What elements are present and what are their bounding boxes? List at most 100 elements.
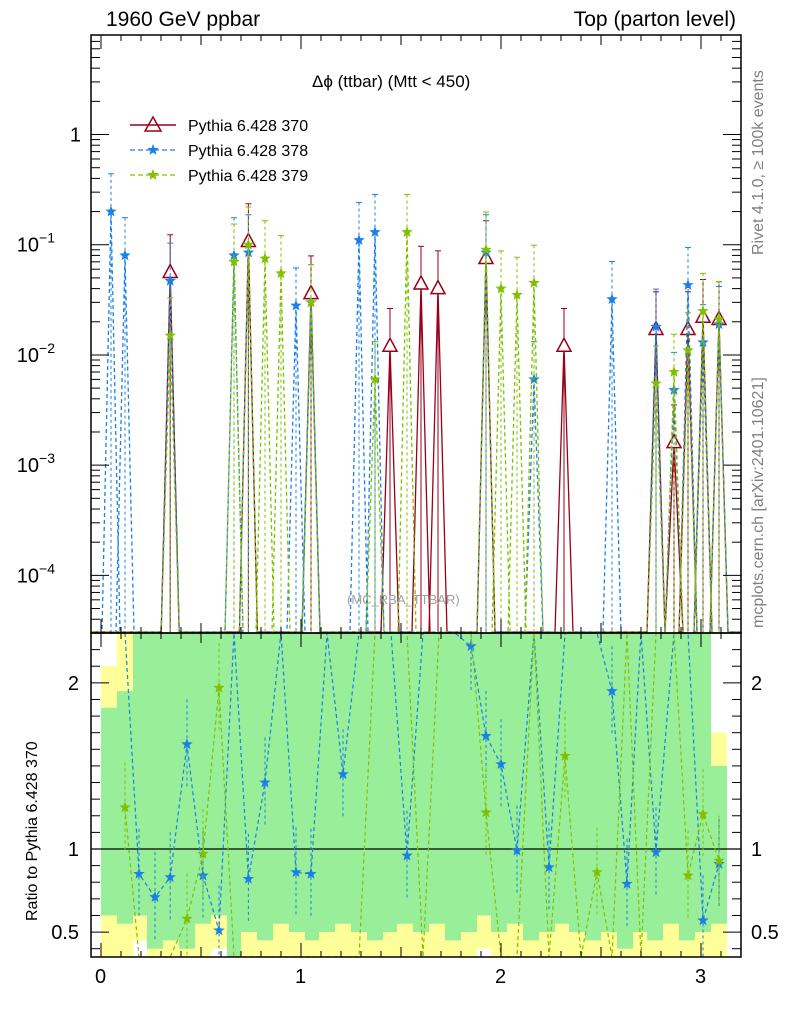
ratio-point <box>290 866 302 878</box>
data-point-1 <box>369 226 381 237</box>
ratio-band-green <box>477 633 491 916</box>
data-point-1 <box>682 279 694 290</box>
data-point-2 <box>401 226 413 237</box>
ratio-band-green <box>413 633 429 933</box>
ratio-band-green <box>633 633 647 933</box>
series-line-2 <box>91 232 741 633</box>
series-line-1 <box>91 211 741 633</box>
ratio-line-1 <box>111 632 720 931</box>
ratio-tick-label-left: 2 <box>68 673 79 695</box>
ratio-band-green <box>241 633 257 933</box>
data-point-2 <box>228 255 240 267</box>
ratio-band-green <box>351 633 367 933</box>
data-point-2 <box>164 329 176 341</box>
ratio-point <box>337 768 349 780</box>
data-point-2 <box>697 305 709 316</box>
ratio-point <box>149 891 161 902</box>
data-point-370 <box>429 279 447 295</box>
ratio-band-green <box>289 633 305 933</box>
legend-marker-370-icon <box>143 115 163 132</box>
ratio-panel <box>91 632 741 958</box>
ratio-band-green <box>569 633 585 933</box>
axes: 0 1 2 3 1 10−1 10−2 10−3 10−4 0.5 0.5 1 1 2 2 <box>17 34 779 988</box>
ratio-line-2 <box>124 632 720 958</box>
data-point-1 <box>353 234 365 245</box>
ratio-band-green <box>617 633 633 949</box>
ratio-band-green <box>227 633 241 957</box>
ratio-point <box>559 750 571 761</box>
data-point-1 <box>290 299 302 311</box>
ratio-tick-label-right: 0.5 <box>751 922 779 944</box>
ratio-point <box>713 854 725 866</box>
ratio-point <box>164 871 176 883</box>
main-panel <box>91 173 741 633</box>
ratio-point <box>697 808 709 819</box>
data-point-2 <box>259 252 271 264</box>
data-point-2 <box>242 238 255 250</box>
ratio-point <box>181 738 193 750</box>
ratio-point <box>181 912 193 924</box>
data-point-2 <box>713 313 725 325</box>
data-point-2 <box>511 289 523 300</box>
ratio-band-green <box>461 633 477 933</box>
legend-marker-379-icon <box>147 169 159 180</box>
ratio-tick-label-right: 2 <box>751 673 762 695</box>
legend-label-370: Pythia 6.428 370 <box>188 118 308 135</box>
data-point-2 <box>480 243 492 255</box>
ratio-band-green <box>585 633 601 941</box>
data-point-2 <box>495 282 507 294</box>
ratio-point <box>305 867 317 879</box>
y-tick-label: 10−2 <box>17 340 55 367</box>
y-tick-label: 10−4 <box>17 560 55 587</box>
ratio-band-green <box>663 633 679 924</box>
ratio-band-green <box>305 633 319 941</box>
ratio-frame <box>90 632 742 958</box>
ratio-point <box>480 806 492 818</box>
data-point-1 <box>650 320 662 332</box>
data-point-370 <box>412 274 430 290</box>
x-tick-label: 3 <box>695 966 706 988</box>
ratio-point <box>119 801 131 813</box>
ratio-point <box>713 858 725 869</box>
ratio-band-green <box>367 633 383 941</box>
ratio-point <box>682 869 694 881</box>
ratio-point <box>213 924 225 936</box>
header-right: Top (parton level) <box>573 8 736 31</box>
ratio-band-green <box>491 633 507 933</box>
ratio-point <box>697 914 709 926</box>
ratio-point <box>543 861 555 873</box>
ratio-point <box>259 776 271 788</box>
ratio-band-green <box>163 633 179 941</box>
ratio-point <box>197 848 209 859</box>
ratio-band-green <box>133 633 147 916</box>
ratio-point <box>650 846 662 858</box>
ratio-band-green <box>101 707 117 916</box>
ratio-band-green <box>555 633 569 924</box>
data-point-2 <box>369 373 381 385</box>
ratio-point <box>242 872 255 884</box>
x-tick-label: 1 <box>295 966 306 988</box>
chart-title: Δϕ (ttbar) (Mtt < 450) <box>312 72 470 91</box>
data-point-370 <box>381 336 399 352</box>
data-point-2 <box>305 296 317 308</box>
ratio-tick-label-left: 1 <box>68 839 79 861</box>
ratio-tick-label-left: 0.5 <box>51 922 79 944</box>
ratio-band-green <box>147 633 163 949</box>
ratio-band-green <box>383 633 397 933</box>
ratio-point <box>480 730 492 741</box>
analysis-watermark: (MC_RBA_TTBAR) <box>347 592 460 607</box>
data-point-1 <box>164 274 176 286</box>
ratio-point <box>591 866 603 878</box>
ratio-point <box>465 640 477 652</box>
ratio-band-green <box>429 633 445 924</box>
header-left: 1960 GeV ppbar <box>106 8 261 31</box>
ratio-point <box>606 685 618 696</box>
ratio-point <box>495 758 507 770</box>
ratio-point <box>511 844 523 856</box>
data-point-1 <box>606 293 618 305</box>
ratio-band-green <box>539 633 555 933</box>
ratio-band-green <box>523 633 539 941</box>
data-point-2 <box>682 344 694 356</box>
data-point-2 <box>668 366 680 377</box>
